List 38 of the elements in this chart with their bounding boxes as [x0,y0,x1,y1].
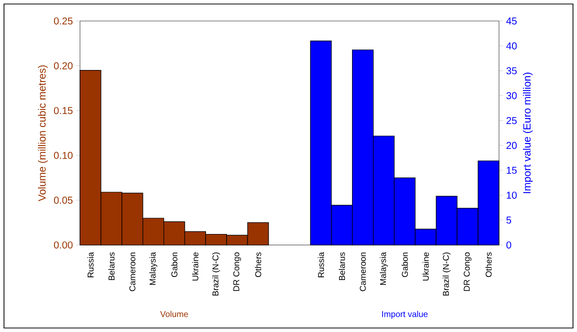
x-tick-label: Brazil (N-C) [212,252,220,296]
x-tick-label: Russia [318,252,324,278]
x-tick-label: Malaysia [380,252,388,285]
y-tick-label: 0.20 [54,62,73,70]
x-tick-label: Cameroon [360,252,366,292]
text: Volume [160,310,188,318]
y-tick-label: 0.25 [54,17,73,25]
x-tick-label: Belarus [108,252,115,280]
x-tick-label: Ukraine [422,252,429,281]
y2-tick-label: 40 [506,42,517,50]
y-tick-label: 0.00 [54,241,73,249]
x-tick-label: Cameroon [129,252,136,292]
text: Import value [382,310,428,319]
y2-tick-label: 5 [506,216,512,224]
y-axis-title: Volume (million cubic metres) [38,65,48,202]
y-tick-label: 0.15 [54,107,73,114]
y2-tick-label: 45 [506,18,517,24]
x-tick-label: Ukraine [192,252,198,281]
y2-tick-label: 35 [506,67,517,74]
y2-tick-label: 25 [506,117,517,124]
x-tick-label: DR Congo [233,252,241,291]
y2-tick-label: 15 [506,166,517,174]
x-tick-label: Russia [87,252,94,278]
x-tick-label: Others [254,252,262,278]
y-tick-label: 0.05 [54,196,73,204]
x-tick-label: DR Congo [464,252,472,291]
y2-tick-label: 30 [506,92,517,100]
y2-tick-label: 0 [506,241,512,249]
x-tick-label: Gabon [171,252,178,278]
x-tick-label: Others [485,252,492,278]
y2-tick-label: 10 [506,192,517,199]
y2-axis-title: Import value (Euro million) [522,72,533,194]
x-tick-label: Malaysia [149,252,158,285]
x-tick-label: Belarus [338,252,345,280]
x-tick-label: Gabon [402,252,408,278]
x-tick-label: Brazil (N-C) [442,252,451,296]
y-tick-label: 0.10 [54,152,73,159]
y2-tick-label: 20 [506,142,517,149]
